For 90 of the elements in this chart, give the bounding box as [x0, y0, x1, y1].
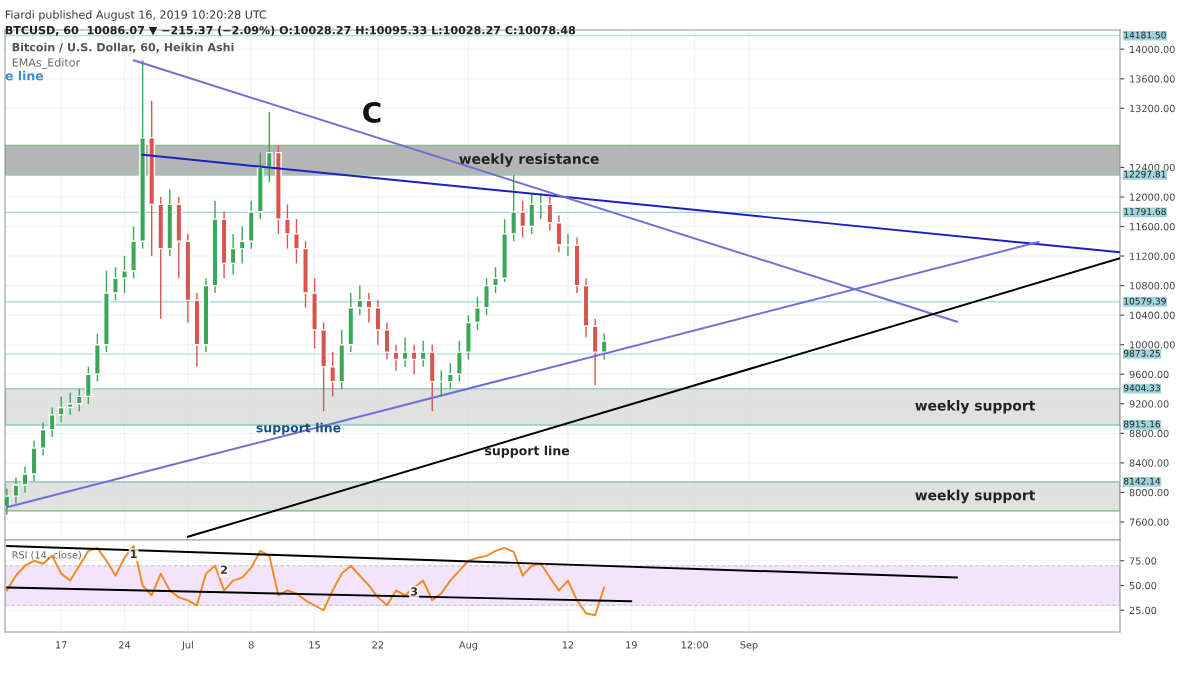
annotation: Bitcoin / U.S. Dollar, 60, Heikin Ashi — [12, 42, 234, 53]
y-tick-label: 50.00 — [1129, 581, 1157, 590]
candlestick — [238, 225, 246, 265]
annotation: RSI (14, close) — [12, 551, 81, 560]
y-tick-label: 13600.00 — [1130, 75, 1175, 83]
y-tick-label: 10400.00 — [1130, 311, 1175, 319]
x-tick-label: 24 — [119, 641, 131, 649]
candlestick — [546, 196, 554, 231]
annotation: support line — [485, 445, 570, 458]
candlestick — [265, 111, 273, 183]
y-tick-label: 25.00 — [1129, 606, 1157, 615]
candlestick — [401, 336, 409, 368]
annotation: 3 — [411, 587, 418, 596]
candlestick — [84, 366, 92, 405]
candlestick — [374, 299, 382, 346]
y-tick-label: 8400.00 — [1129, 459, 1169, 467]
candlestick — [519, 199, 527, 239]
ref-line-label: 8142.14 — [1123, 477, 1161, 485]
candlestick — [284, 203, 291, 250]
x-tick-label: 12 — [562, 641, 574, 649]
candlestick — [600, 332, 608, 361]
chart-title: Fiardi published August 16, 2019 10:20:28 UTC — [5, 10, 267, 21]
y-tick-label: 14000.00 — [1130, 45, 1175, 54]
candlestick — [121, 255, 128, 294]
x-tick-label: Jul — [181, 641, 193, 651]
x-tick-label: Sep — [740, 641, 758, 651]
chart-subtitle: BTCUSD, 60 10086.07 ▼ −215.37 (−2.09%) O:10028.27 H:10095.33 L:10028.27 C:10078.48 — [5, 25, 576, 36]
y-tick-label: 10800.00 — [1130, 282, 1175, 290]
annotation: EMAs_Editor — [12, 58, 81, 70]
candlestick — [455, 340, 463, 383]
candlestick — [528, 192, 536, 235]
candlestick — [392, 343, 400, 372]
y-tick-label: 9200.00 — [1129, 400, 1169, 408]
candlestick — [365, 292, 373, 324]
annotation: C — [363, 101, 381, 123]
candlestick — [419, 340, 427, 368]
ref-line-label: 12297.81 — [1124, 170, 1166, 178]
candlestick — [75, 388, 83, 412]
candlestick — [564, 233, 572, 257]
y-tick-label: 11200.00 — [1130, 252, 1175, 260]
ref-line-label: 8915.16 — [1123, 420, 1161, 428]
annotation: e line — [5, 70, 44, 81]
candlestick — [229, 233, 237, 276]
candlestick — [66, 392, 74, 416]
candlestick — [112, 266, 119, 302]
ref-line-label: 9873.25 — [1123, 349, 1160, 357]
band-label: weekly resistance — [459, 153, 599, 167]
x-tick-label: 15 — [309, 641, 320, 649]
x-tick-label: Aug — [459, 641, 478, 651]
candlestick — [555, 214, 563, 254]
y-tick-label: 11600.00 — [1130, 222, 1175, 231]
candlestick — [329, 351, 337, 398]
x-tick-label: 12:00 — [681, 641, 709, 649]
ref-line-label: 9404.33 — [1123, 384, 1160, 392]
y-tick-label: 12400.00 — [1130, 163, 1175, 172]
y-tick-label: 8800.00 — [1129, 429, 1169, 438]
x-tick-label: 19 — [626, 641, 637, 649]
line-series — [5, 544, 606, 617]
candlestick — [57, 395, 65, 423]
y-tick-label: 75.00 — [1129, 557, 1157, 565]
x-tick-label: 22 — [372, 641, 384, 649]
y-tick-label: 12000.00 — [1130, 193, 1175, 201]
candlestick — [492, 266, 499, 294]
ref-line-label: 14181.50 — [1124, 31, 1166, 39]
candlestick — [48, 406, 56, 438]
annotation: 2 — [221, 565, 227, 574]
candlestick — [21, 465, 29, 494]
y-tick-label: 7600.00 — [1129, 518, 1169, 526]
band-label: weekly support — [915, 399, 1036, 414]
y-tick-label: 9600.00 — [1129, 370, 1169, 379]
candlestick — [483, 277, 490, 316]
y-tick-label: 10000.00 — [1130, 341, 1175, 349]
candlestick — [510, 174, 518, 242]
candlestick — [474, 295, 481, 331]
candlestick — [410, 343, 418, 375]
candlestick — [383, 321, 391, 361]
annotation: 1 — [130, 549, 137, 558]
candlestick — [446, 362, 454, 390]
candlestick — [293, 218, 300, 265]
ref-line-label: 10579.39 — [1124, 297, 1166, 305]
x-tick-label: 8 — [248, 641, 254, 649]
annotation: support line — [256, 422, 341, 435]
band-label: weekly support — [915, 489, 1036, 504]
x-tick-label: 17 — [56, 641, 67, 649]
ref-line-label: 11791.68 — [1124, 208, 1166, 215]
candlestick — [356, 284, 364, 316]
candlestick — [39, 421, 47, 457]
y-tick-label: 13200.00 — [1130, 104, 1175, 113]
candlestick — [12, 476, 20, 505]
y-tick-label: 8000.00 — [1129, 488, 1169, 497]
